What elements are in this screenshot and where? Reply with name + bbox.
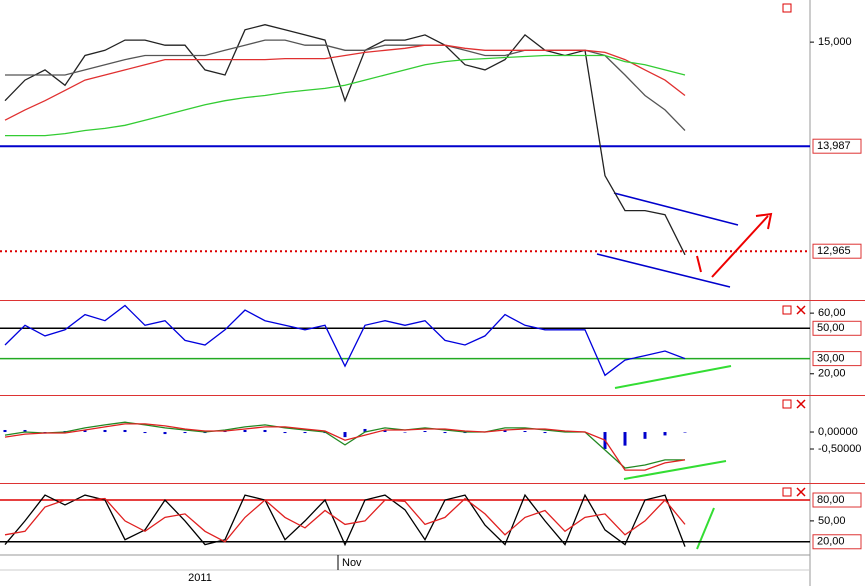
series-line (4, 497, 686, 543)
reference-label-box (812, 351, 862, 367)
channel-line (613, 192, 739, 226)
arrow (711, 215, 769, 278)
arrow (696, 255, 702, 273)
reference-label-box (812, 492, 862, 508)
histogram-bar (123, 429, 127, 433)
histogram-bar (383, 429, 387, 433)
histogram-bar (443, 432, 447, 434)
trend-line (614, 365, 732, 389)
trend-line (623, 460, 727, 480)
y-tick-label: 0,00000 (818, 426, 858, 438)
histogram-bar (3, 429, 7, 433)
close-icon[interactable] (796, 305, 806, 315)
y-tick-label: 15,000 (818, 36, 852, 48)
histogram-bar (543, 432, 547, 434)
channel-line (596, 253, 731, 288)
reference-label: 20,00 (817, 536, 845, 548)
histogram-bar (523, 431, 527, 433)
histogram-bar (623, 432, 627, 446)
histogram-bar (663, 432, 667, 436)
histogram-bar (143, 432, 147, 434)
histogram-bar (163, 432, 167, 435)
histogram-bar (423, 431, 427, 433)
histogram-bar (183, 432, 187, 434)
reference-label-box (812, 243, 862, 259)
y-tick-label: 20,00 (818, 368, 846, 380)
histogram-bar (403, 432, 407, 433)
reference-label-box (812, 320, 862, 336)
panel-icon[interactable] (782, 487, 792, 497)
series-line (5, 54, 686, 137)
reference-label: 80,00 (817, 494, 845, 506)
close-icon[interactable] (796, 487, 806, 497)
histogram-bar (83, 429, 87, 433)
histogram-bar (503, 429, 507, 433)
panel-icon[interactable] (782, 399, 792, 409)
histogram-bar (363, 428, 367, 433)
panel-icon[interactable] (782, 3, 792, 13)
histogram-bar (683, 432, 687, 433)
histogram-bar (283, 432, 287, 434)
arrow-head (755, 212, 773, 230)
reference-label: 12,965 (817, 245, 851, 257)
y-tick-label: 60,00 (818, 307, 846, 319)
reference-label: 30,00 (817, 353, 845, 365)
histogram-bar (23, 429, 27, 433)
series-line (4, 24, 686, 256)
histogram-bar (43, 432, 47, 433)
histogram-bar (343, 432, 347, 438)
histogram-bar (103, 429, 107, 433)
close-icon[interactable] (796, 399, 806, 409)
series-line (4, 423, 686, 471)
histogram-bar (263, 429, 267, 433)
x-year-label: 2011 (188, 572, 212, 584)
series-line (4, 44, 686, 121)
histogram-bar (303, 432, 307, 434)
y-tick-label: 50,00 (818, 515, 846, 527)
series-line (4, 421, 685, 469)
reference-label-box (812, 138, 862, 154)
reference-label: 13,987 (817, 140, 851, 152)
histogram-bar (243, 429, 247, 433)
panel-icon[interactable] (782, 305, 792, 315)
y-tick-label: -0,50000 (818, 443, 861, 455)
histogram-bar (643, 432, 647, 439)
x-tick-label: Nov (342, 557, 362, 569)
reference-label-box (812, 534, 862, 550)
series-line (4, 493, 686, 547)
series-line (4, 304, 686, 377)
reference-label: 50,00 (817, 322, 845, 334)
